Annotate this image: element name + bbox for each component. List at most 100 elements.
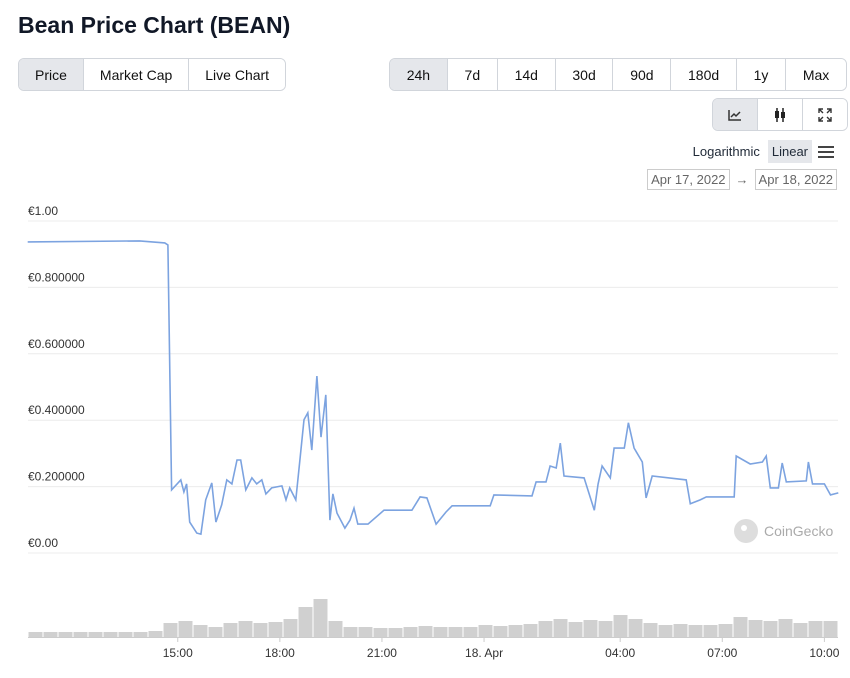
volume-bar [463,627,478,637]
volume-bar [88,632,103,637]
range-button[interactable]: 180d [671,59,737,90]
tab-group: Price Market Cap Live Chart [18,58,287,91]
volume-bar [778,619,793,637]
volume-bar [268,622,283,637]
watermark-text: CoinGecko [764,523,834,539]
volume-bar [433,627,448,637]
range-button[interactable]: Max [786,59,846,90]
volume-bar [103,632,118,637]
range-button[interactable]: 30d [555,59,614,90]
volume-bar [118,632,133,637]
volume-bar [673,624,688,637]
volume-bar [808,621,823,637]
volume-bar [793,623,808,637]
date-arrow: → [735,172,749,187]
volume-bar [553,619,568,637]
y-tick-label: €0.400000 [28,403,85,417]
date-range: Apr 17, 2022 → Apr 18, 2022 [647,169,837,190]
x-tick-label: 07:00 [707,646,737,660]
volume-bar [388,628,403,637]
menu-button[interactable] [816,144,836,160]
volume-bar [193,625,208,637]
tab[interactable]: Price [19,59,84,90]
tab[interactable]: Market Cap [83,59,190,90]
volume-bar [823,621,838,637]
scale-options: Logarithmic Linear [689,140,836,163]
volume-bar [508,625,523,637]
x-tick-label: 10:00 [809,646,839,660]
icon [818,107,832,122]
volume-bar [688,625,703,637]
range-button[interactable]: 90d [613,59,672,90]
x-tick-label: 15:00 [163,646,193,660]
volume-bar [403,627,418,637]
logo [734,519,758,543]
volume-bar [313,599,328,637]
volume-bar [373,628,388,637]
volume-bar [358,627,373,637]
date-to[interactable]: Apr 18, 2022 [754,169,837,190]
volume-bar [748,620,763,637]
candlestick-button[interactable] [758,99,803,130]
volume-bar [298,607,313,637]
volume-bar [538,621,553,637]
volume-bar [223,623,238,637]
volume-bar [178,621,193,637]
range-button[interactable]: 7d [447,59,498,90]
volume-bar [703,625,718,637]
volume-bar [583,620,598,637]
icon [728,109,741,121]
range-button[interactable]: 14d [497,59,556,90]
range-group: 24h 7d 14d 30d 90d 180d 1y Max [389,58,847,91]
volume-bar [658,625,673,637]
x-tick-label: 21:00 [367,646,397,660]
y-tick-label: €0.800000 [28,270,85,284]
y-tick-label: €0.00 [28,536,58,550]
volume-bar [28,632,43,637]
volume-bar [133,632,148,637]
volume-bar [328,621,343,637]
volume-bar [763,621,778,637]
volume-bar [448,627,463,637]
scale-option[interactable]: Linear [767,140,812,163]
volume-bar [208,627,223,637]
x-tick-label: 18. Apr [465,646,503,660]
x-tick-label: 18:00 [265,646,295,660]
volume-bar [613,615,628,637]
volume-bar [493,626,508,637]
volume-bar [643,623,658,637]
volume-bar [478,625,493,637]
volume-bar [628,619,643,637]
volume-bar [73,632,88,637]
range-button[interactable]: 24h [390,59,448,90]
tab[interactable]: Live Chart [189,59,286,90]
x-tick-label: 04:00 [605,646,635,660]
volume-bar [733,617,748,637]
volume-bar [43,632,58,637]
volume-bar [418,626,433,637]
volume-bar [568,622,583,637]
range-button[interactable]: 1y [736,59,787,90]
scale-option[interactable]: Logarithmic [692,144,760,159]
volume-bar [58,632,73,637]
fullscreen-button[interactable] [803,99,847,130]
line-chart-button[interactable] [713,99,758,130]
volume-bar [283,619,298,637]
volume-bar [343,627,358,637]
volume-bar [238,621,253,637]
y-tick-label: €1.00 [28,204,58,218]
y-tick-label: €0.200000 [28,470,85,484]
y-tick-label: €0.600000 [28,337,85,351]
volume-bar [598,621,613,637]
volume-bar [253,623,268,637]
chart-style-group [712,98,848,131]
icon [775,107,785,122]
date-from[interactable]: Apr 17, 2022 [647,169,730,190]
price-line [27,240,839,536]
volume-bar [148,631,163,637]
volume-bar [523,624,538,637]
volume-bar [718,624,733,637]
page-title: Bean Price Chart (BEAN) [18,12,291,38]
